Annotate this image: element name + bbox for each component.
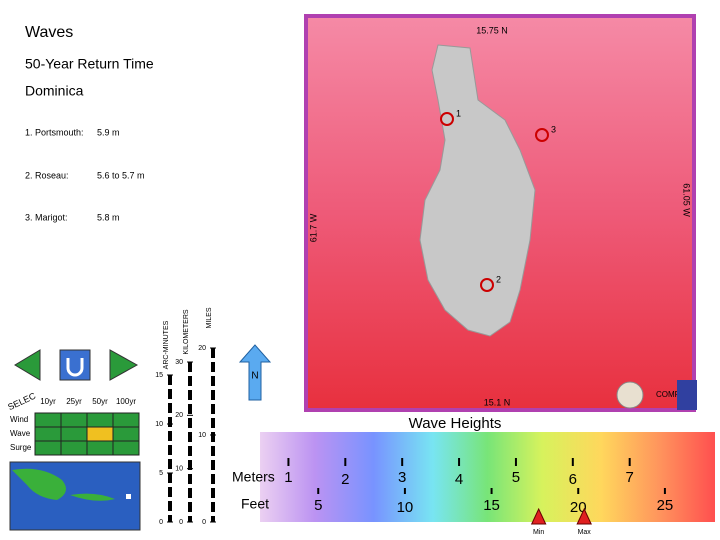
period-cell[interactable] [34,426,62,442]
site-label: 3. Marigot: [25,212,68,222]
minimap-land [12,468,115,501]
row-label: Wave [10,429,31,438]
feet-tick-label: 25 [657,497,674,514]
scale-tick-label: 10 [198,432,206,439]
period-label: 25yr [66,397,82,406]
meters-tick-label: 1 [284,469,292,486]
flag [677,380,697,410]
scale-bar-name: KILOMETERS [183,309,190,354]
site-label: 1. Portsmouth: [25,127,84,137]
west-label: 61.7 W [308,213,318,242]
scale-bar-name: MILES [206,307,213,328]
scale-tick-label: 15 [155,372,163,379]
row-label: Wind [10,415,28,424]
period-cell[interactable] [60,412,88,428]
scale-tick-label: 0 [202,519,206,526]
scale-bar-name: ARC-MINUTES [163,320,170,369]
site-value: 5.9 m [97,127,120,137]
island [419,44,536,337]
site-marker[interactable] [535,128,549,142]
marker-label: 3 [551,124,556,134]
site-marker[interactable] [440,112,454,126]
scale-tick-label: 0 [179,519,183,526]
feet-tick-label: 10 [397,499,414,516]
site-value: 5.6 to 5.7 m [97,170,145,180]
site-label: 2. Roseau: [25,170,69,180]
scale-tick-label: 30 [175,359,183,366]
compass-label: N [251,371,258,382]
period-cell[interactable] [86,412,114,428]
range-marker [576,507,592,525]
meters-tick-label: 2 [341,471,349,488]
color-bar [260,432,715,522]
meters-tick-label: 6 [569,471,577,488]
marker-label: 1 [456,108,461,118]
location: Dominica [25,83,84,99]
range-marker-label: Min [533,529,544,536]
logo-text: COMP [656,390,680,399]
legend-title: Wave Heights [409,415,502,432]
meters-tick-label: 7 [626,469,634,486]
south-label: 15.1 N [484,397,511,407]
feet-tick-label: 5 [314,497,322,514]
meters-tick-label: 4 [455,471,463,488]
meters-tick-label: 5 [512,469,520,486]
period-cell[interactable] [60,426,88,442]
scale-tick-label: 10 [175,466,183,473]
north-label: 15.75 N [476,25,508,35]
range-marker-label: Max [578,529,592,536]
scale-tick-label: 0 [159,519,163,526]
period-cell[interactable] [60,440,88,456]
prev-button[interactable] [14,349,41,381]
period-cell[interactable] [34,440,62,456]
logo [616,381,644,409]
period-cell[interactable] [86,440,114,456]
home-icon [66,358,84,377]
scale-tick-label: 5 [159,470,163,477]
marker-label: 2 [496,274,501,284]
scale-tick-label: 20 [175,412,183,419]
meters-label: Meters [232,469,275,485]
range-marker [530,507,547,525]
east-label: 61.05 W [682,183,692,217]
row-label: Surge [10,443,32,452]
feet-tick-label: 15 [483,497,500,514]
period-cell[interactable] [86,426,114,442]
compass [238,344,272,401]
site-marker[interactable] [480,278,494,292]
subtitle: 50-Year Return Time [25,56,154,72]
title: Waves [25,24,73,41]
site-value: 5.8 m [97,212,120,222]
period-label: 10yr [40,397,56,406]
minimap-marker [126,494,131,499]
period-label: 100yr [116,397,136,406]
scale-tick-label: 20 [198,345,206,352]
period-cell[interactable] [112,426,140,442]
period-label: 50yr [92,397,108,406]
next-button[interactable] [109,349,139,381]
meters-tick-label: 3 [398,469,406,486]
feet-label: Feet [241,496,269,512]
scale-tick-label: 10 [155,421,163,428]
period-cell[interactable] [112,412,140,428]
period-cell[interactable] [112,440,140,456]
period-cell[interactable] [34,412,62,428]
